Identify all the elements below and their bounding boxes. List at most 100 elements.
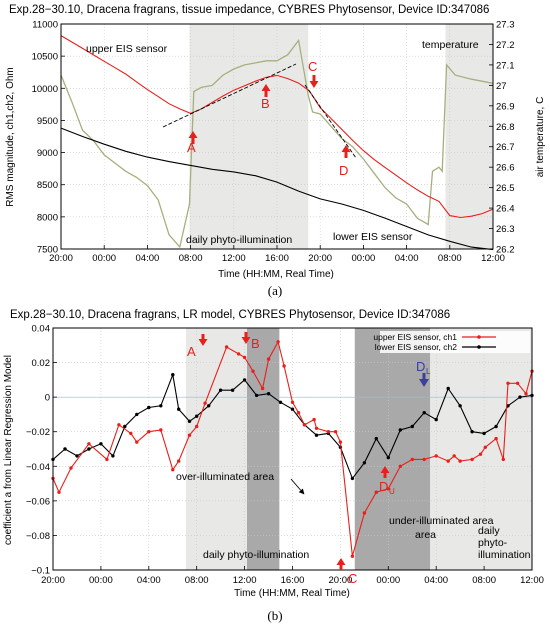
chart-b-xtick-label: 08:00 xyxy=(185,575,209,586)
chart-a-ytick-label: 9000 xyxy=(37,148,58,159)
chart-a-xtick-label: 08:00 xyxy=(179,253,203,264)
chart-b-series-ch1-point xyxy=(452,454,456,458)
chart-a-y2tick-label: 26.6 xyxy=(496,163,515,174)
chart-b-series-ch2-point xyxy=(350,476,355,481)
chart-a-xtick-label: 04:00 xyxy=(136,253,160,264)
chart-b-ytick-label: −0.02 xyxy=(26,427,50,438)
chart-a-ytick-label: 10500 xyxy=(32,52,58,63)
chart-a-y2tick-label: 26.3 xyxy=(496,224,515,235)
chart-a-series-upper xyxy=(60,35,494,219)
chart-b-series-ch2-point xyxy=(266,392,271,396)
chart-b-ytick-label: −0.04 xyxy=(26,462,50,473)
chart-a-y2tick-label: 26.5 xyxy=(496,183,515,194)
chart-b-series-ch1-point xyxy=(105,457,109,462)
chart-b-series-ch2-point xyxy=(254,393,259,398)
chart-b-series-ch1-point xyxy=(147,430,151,434)
chart-b-ytick-label: 0.02 xyxy=(32,358,51,369)
chart-a-ytick-label: 9500 xyxy=(37,116,58,127)
chart-a-y2tick-label: 26.7 xyxy=(496,142,515,153)
chart-a-arrow-a xyxy=(188,131,198,144)
chart-a-markers xyxy=(188,75,351,158)
chart-b-series-ch1-point xyxy=(57,490,61,494)
chart-b-xtick-label: 12:00 xyxy=(233,575,257,586)
chart-b-series-ch2-point xyxy=(111,454,115,458)
chart-b-series-ch2-point xyxy=(398,428,402,432)
chart-b-xtick-label: 00:00 xyxy=(376,575,400,586)
chart-b-series-ch1-point xyxy=(203,401,207,405)
chart-b-arrow-a xyxy=(198,334,208,346)
chart-b-series-ch1-point xyxy=(159,428,163,432)
chart-a-label-d: D xyxy=(339,163,348,178)
chart-b-series-ch2-point xyxy=(422,411,426,415)
chart-a-y2tick-label: 27.3 xyxy=(496,20,515,31)
chart-b-series-ch2-point xyxy=(470,430,474,434)
chart-b-xtick-label: 20:00 xyxy=(329,575,353,586)
chart-b-series xyxy=(51,340,534,558)
chart-b-annotation-illumination: illumination xyxy=(478,549,531,561)
chart-b-xtick-label: 00:00 xyxy=(89,575,113,586)
chart-a-xtick-label: 00:00 xyxy=(92,253,116,264)
chart-b-series-ch2-point xyxy=(374,436,378,441)
chart-b-series-ch1-point xyxy=(350,554,355,558)
chart-b-shading xyxy=(185,328,532,570)
chart-a-annotation-upper: upper EIS sensor xyxy=(86,43,168,55)
chart-b-series-ch1-point xyxy=(195,424,199,429)
chart-a-y2tick-label: 27.2 xyxy=(496,40,515,51)
chart-b-ytick-label: −0.08 xyxy=(26,531,50,542)
chart-b-series-ch1-point xyxy=(129,431,133,436)
chart-b-series-ch1-point xyxy=(290,400,295,404)
chart-a-y2tick-label: 26.8 xyxy=(496,122,515,133)
chart-b-series-ch1-point xyxy=(69,466,73,470)
chart-b-series-ch2-point xyxy=(207,404,211,408)
chart-b-title: Exp.28−30.10, Dracena fragrans, LR model… xyxy=(10,309,450,321)
chart-b-series-ch2-point xyxy=(362,461,367,465)
chart-b-series-ch1-point xyxy=(314,426,319,430)
chart-b-annotation-area: area xyxy=(415,529,436,541)
chart-a-arrow-b xyxy=(261,84,271,97)
panel-a: Exp.28−30.10, Dracena fragrans, tissue i… xyxy=(5,4,546,298)
chart-b-arrow-dl xyxy=(419,373,429,387)
chart-b-series-ch1-point xyxy=(434,454,438,458)
chart-b-series-ch2-point xyxy=(171,373,175,377)
chart-a-y2label: air temperature, C xyxy=(535,97,546,178)
chart-b-series-ch1-point xyxy=(410,457,414,462)
chart-b-series-ch2-point xyxy=(75,454,79,458)
chart-b-xtick-label: 20:00 xyxy=(41,575,65,586)
chart-b-label-a: A xyxy=(187,344,196,359)
chart-b-xtick-label: 12:00 xyxy=(520,575,544,586)
chart-b-series-ch1-point xyxy=(470,457,474,462)
chart-b-series-ch2-point xyxy=(187,419,192,423)
chart-a-xtick-label: 00:00 xyxy=(352,253,376,264)
chart-b-series-ch2-point xyxy=(518,395,522,399)
chart-b-series-ch1-point xyxy=(478,452,483,456)
chart-b-arrow-over xyxy=(290,478,305,495)
chart-a-label-a: A xyxy=(187,140,196,155)
chart-b-series-ch1-point xyxy=(177,459,181,463)
chart-a-xtick-label: 16:00 xyxy=(265,253,289,264)
chart-b-ytick-label: −0.1 xyxy=(31,566,50,577)
chart-b-series-ch1-point xyxy=(333,430,338,434)
chart-a-y2tick-label: 26.9 xyxy=(496,101,515,112)
chart-b-legend-ch2: lower EIS sensor, ch2 xyxy=(375,342,457,352)
chart-b-series-ch1-point xyxy=(326,430,331,434)
chart-b-label-du-sub: U xyxy=(389,487,395,496)
chart-b-series-ch2 xyxy=(52,372,533,480)
chart-b-series-ch1-point xyxy=(483,445,487,449)
chart-b-series-ch1-point xyxy=(296,411,301,415)
chart-a-shade-0 xyxy=(189,24,309,249)
chart-b-arrow-du xyxy=(380,466,390,478)
chart-a-annotation-lower: lower EIS sensor xyxy=(333,231,413,243)
chart-b-ylabel: coefficient a from Linear Regression Mod… xyxy=(3,355,14,545)
chart-b-series-ch2-point xyxy=(230,388,235,392)
chart-b-series-ch1-point xyxy=(251,369,255,373)
chart-b-annotation-over: over-illuminated area xyxy=(176,471,274,483)
chart-a-ytick-label: 11000 xyxy=(32,20,58,31)
chart-a-ticks: 20:00 00:00 04:00 08:00 12:00 16:00 20:00 00:00… xyxy=(32,20,515,265)
chart-a-ylabel: RMS magnitude, ch1,ch2, Ohm xyxy=(5,67,16,207)
chart-b-series-ch1-point xyxy=(398,464,402,468)
chart-b-series-ch2-point xyxy=(242,378,247,382)
chart-a-xtick-label: 12:00 xyxy=(222,253,246,264)
chart-a-arrow-d xyxy=(341,145,351,158)
chart-b-series-ch2-point xyxy=(159,404,163,408)
